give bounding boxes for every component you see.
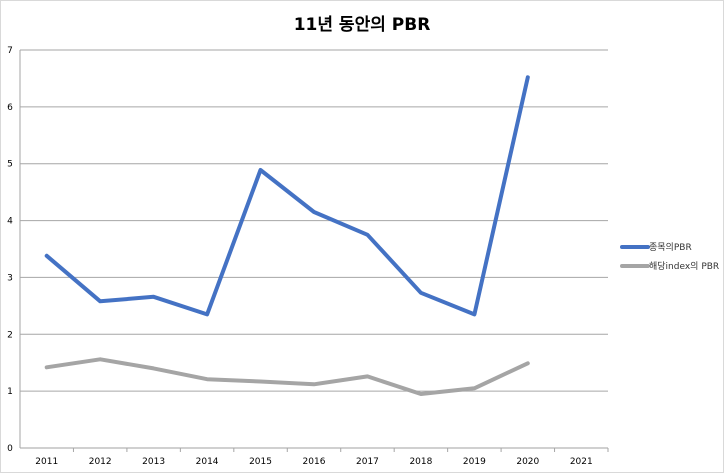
y-tick-label: 3 bbox=[7, 273, 13, 283]
y-tick-label: 7 bbox=[7, 46, 13, 56]
x-tick-label: 2014 bbox=[196, 457, 219, 467]
chart-title: 11년 동안의 PBR bbox=[294, 15, 431, 35]
y-tick-label: 4 bbox=[7, 217, 13, 227]
y-tick-label: 6 bbox=[7, 103, 13, 113]
y-tick-label: 2 bbox=[7, 330, 13, 340]
x-tick-label: 2018 bbox=[409, 457, 432, 467]
x-tick-label: 2016 bbox=[303, 457, 326, 467]
x-tick-label: 2013 bbox=[142, 457, 165, 467]
legend: 종목의PBR 해당index의 PBR bbox=[620, 242, 719, 272]
x-axis-ticks: 2011 2012 2013 2014 2015 2016 2017 2018 2019 2020… bbox=[35, 448, 609, 467]
x-tick-label: 2017 bbox=[356, 457, 379, 467]
y-tick-label: 5 bbox=[7, 160, 13, 170]
x-tick-label: 2019 bbox=[463, 457, 486, 467]
legend-label: 종목의PBR bbox=[649, 242, 692, 253]
x-tick-label: 2012 bbox=[89, 457, 112, 467]
x-tick-label: 2020 bbox=[516, 457, 539, 467]
y-tick-label: 0 bbox=[7, 444, 13, 454]
series-line-2 bbox=[44, 357, 530, 396]
y-axis-ticks: 0 1 2 3 4 5 6 7 bbox=[7, 46, 13, 454]
series-lines bbox=[44, 75, 530, 396]
x-tick-label: 2011 bbox=[35, 457, 58, 467]
series-line-1 bbox=[44, 75, 530, 317]
x-tick-label: 2021 bbox=[570, 457, 593, 467]
legend-label: 해당index의 PBR bbox=[649, 261, 719, 272]
x-tick-label: 2015 bbox=[249, 457, 272, 467]
y-tick-label: 1 bbox=[7, 387, 13, 397]
